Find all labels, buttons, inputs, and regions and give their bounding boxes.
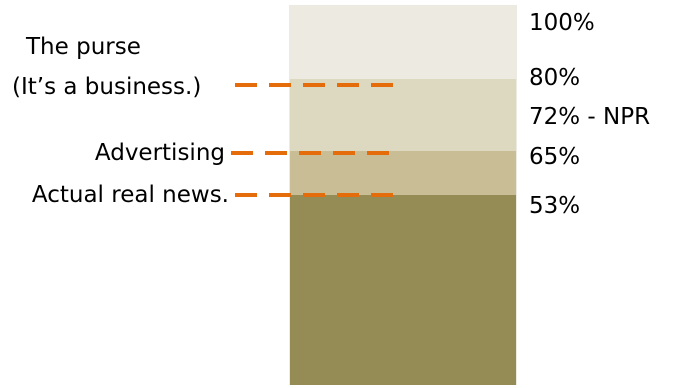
pct-80: 80% xyxy=(529,65,581,91)
leader-line-news xyxy=(235,193,395,197)
pct-72-npr: 72% - NPR xyxy=(529,104,651,130)
label-purse-title: The purse xyxy=(26,34,141,60)
pct-65: 65% xyxy=(529,144,581,170)
leader-line-purse xyxy=(235,83,395,87)
pct-100: 100% xyxy=(529,10,595,36)
label-advertising: Advertising xyxy=(94,140,225,166)
layer-53-percent xyxy=(290,195,516,385)
label-purse-subtitle: (It’s a business.) xyxy=(12,74,202,100)
label-actual-news: Actual real news. xyxy=(31,182,229,208)
pct-53: 53% xyxy=(529,193,581,219)
leader-line-advertising xyxy=(231,151,391,155)
